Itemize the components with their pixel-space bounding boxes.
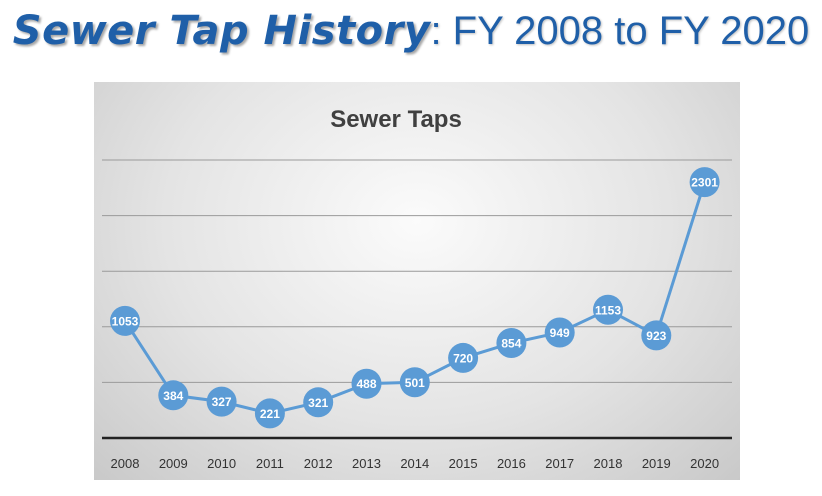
data-label: 923 (646, 329, 666, 343)
x-tick-label: 2008 (111, 456, 140, 471)
data-markers: 1053 384 327 221 321 488 501 720 854 949 1153 923 23… (110, 167, 720, 429)
data-point (206, 386, 237, 417)
gridlines (102, 159, 732, 383)
x-axis-ticks: 2008 2009 2010 2011 2012 2013 2014 2015 2016 2017… (111, 456, 720, 471)
data-point (399, 367, 430, 398)
x-tick-label: 2013 (352, 456, 381, 471)
x-tick-label: 2009 (159, 456, 188, 471)
data-point (544, 317, 575, 348)
data-label: 221 (260, 407, 280, 421)
data-point (303, 387, 334, 418)
line-chart: Sewer Taps 2008 2009 2010 2011 2012 2013 2014 2… (102, 106, 732, 471)
x-tick-label: 2017 (545, 456, 574, 471)
data-point (254, 398, 285, 429)
data-label: 321 (308, 396, 328, 410)
chart-title: Sewer Taps (330, 106, 462, 133)
x-tick-label: 2016 (497, 456, 526, 471)
data-label: 384 (163, 389, 183, 403)
data-point (158, 380, 189, 411)
x-tick-label: 2015 (449, 456, 478, 471)
data-label: 854 (501, 337, 521, 351)
data-point (351, 368, 382, 399)
data-label: 488 (356, 377, 376, 391)
data-label: 2301 (691, 176, 718, 190)
x-tick-label: 2011 (256, 456, 284, 471)
chart-area: Sewer Taps 2008 2009 2010 2011 2012 2013 2014 2… (94, 82, 740, 480)
data-point (641, 320, 672, 351)
data-label: 1053 (112, 314, 139, 328)
data-point (593, 294, 623, 325)
data-point (496, 328, 527, 359)
slide-title: Sewer Tap History: FY 2008 to FY 2020 (0, 8, 822, 68)
x-tick-label: 2019 (642, 456, 671, 471)
data-label: 327 (212, 395, 232, 409)
data-label: 720 (453, 351, 473, 365)
x-tick-label: 2012 (304, 456, 333, 471)
x-tick-label: 2020 (690, 456, 719, 471)
data-point (448, 342, 479, 373)
data-label: 949 (550, 326, 570, 340)
data-point (110, 305, 140, 336)
data-label: 501 (405, 376, 425, 390)
data-point (689, 167, 720, 198)
x-tick-label: 2018 (594, 456, 623, 471)
x-tick-label: 2014 (400, 456, 429, 471)
data-label: 1153 (595, 303, 621, 317)
slide-title-bold: Sewer Tap History (12, 8, 431, 54)
x-tick-label: 2010 (207, 456, 236, 471)
slide-title-rest: : FY 2008 to FY 2020 (430, 9, 810, 53)
